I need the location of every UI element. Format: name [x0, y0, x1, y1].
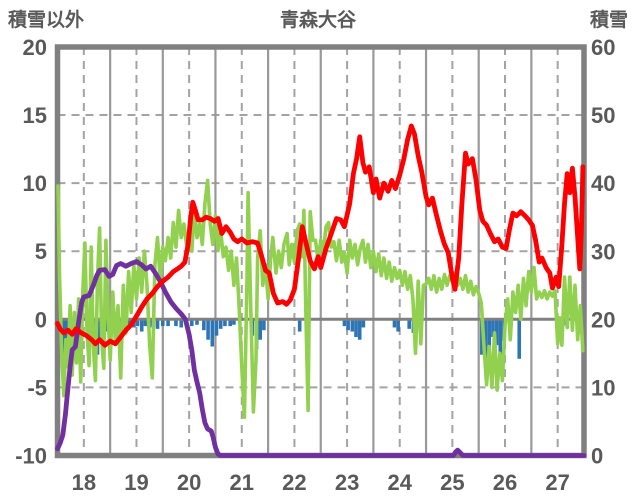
red-line	[55, 123, 586, 348]
snowfall-bar	[161, 319, 165, 327]
x-tick-label: 26	[493, 470, 517, 495]
right-tick-label: 0	[591, 444, 603, 469]
snowfall-bar	[354, 319, 358, 338]
snowfall-bar	[210, 319, 215, 347]
snowfall-bar	[487, 319, 492, 363]
right-tick-label: 10	[591, 375, 615, 400]
snowfall-bar	[139, 319, 144, 332]
snowfall-bar	[143, 319, 148, 327]
snowfall-bar	[232, 319, 236, 325]
snowfall-bar	[262, 319, 266, 331]
snowfall-bar	[494, 319, 499, 346]
snowfall-bar	[357, 319, 362, 340]
left-tick-label: 10	[23, 171, 47, 196]
snowfall-bar	[214, 319, 219, 336]
snowfall-bar	[228, 319, 232, 327]
snowfall-bar	[361, 319, 366, 328]
snowfall-bar	[297, 319, 302, 332]
left-tick-label: -5	[27, 375, 47, 400]
snowfall-bar	[517, 319, 522, 359]
x-tick-label: 25	[440, 470, 464, 495]
snowfall-bar	[202, 319, 206, 331]
snowfall-bar	[396, 319, 400, 332]
left-tick-label: 20	[23, 35, 47, 60]
left-tick-label: -10	[15, 443, 47, 468]
green-line	[56, 178, 585, 420]
left-axis-ticks: 20 15 10 5 0 -5 -10	[15, 35, 47, 469]
x-axis-ticks: 18 19 20 21 22 23 24 25 26 27	[72, 470, 570, 495]
x-tick-label: 22	[282, 470, 306, 495]
snowfall-bar	[189, 319, 194, 327]
snowfall-bar	[155, 319, 160, 329]
x-tick-label: 21	[230, 470, 254, 495]
right-tick-label: 60	[591, 35, 615, 60]
x-tick-label: 19	[124, 470, 148, 495]
x-tick-label: 23	[335, 470, 359, 495]
chart-title: 青森大谷	[279, 10, 356, 31]
right-tick-label: 40	[591, 171, 615, 196]
snowfall-bar	[346, 319, 350, 331]
snowfall-bar	[174, 319, 178, 327]
right-tick-label: 20	[591, 307, 615, 332]
snowfall-bar	[407, 319, 412, 329]
right-axis-ticks: 60 50 40 30 20 10 0	[591, 35, 615, 469]
right-axis-title: 積雪	[589, 10, 628, 31]
snowfall-bar	[350, 319, 355, 332]
x-tick-label: 20	[177, 470, 201, 495]
left-axis-title: 積雪以外	[8, 10, 85, 31]
left-tick-label: 0	[35, 307, 47, 332]
snowfall-bar	[166, 319, 170, 327]
snowfall-bar	[491, 319, 495, 338]
snowfall-bar	[392, 319, 397, 328]
snowfall-bar	[218, 319, 223, 329]
right-tick-label: 50	[591, 103, 615, 128]
right-tick-label: 30	[591, 239, 615, 264]
snowfall-bar	[223, 319, 227, 327]
left-tick-label: 5	[35, 239, 47, 264]
snowfall-bar	[498, 319, 503, 357]
purple-snow-line	[55, 259, 587, 458]
left-tick-label: 15	[23, 103, 47, 128]
snowfall-bar	[195, 319, 199, 325]
snowfall-bar	[206, 319, 210, 340]
x-tick-label: 24	[387, 470, 412, 495]
snowfall-bar	[179, 319, 184, 328]
snowfall-bar	[342, 319, 347, 327]
x-tick-label: 27	[545, 470, 569, 495]
snowfall-bar	[135, 319, 140, 327]
snowfall-bar	[483, 319, 488, 362]
x-tick-label: 18	[72, 470, 96, 495]
snowfall-bar	[258, 319, 263, 340]
